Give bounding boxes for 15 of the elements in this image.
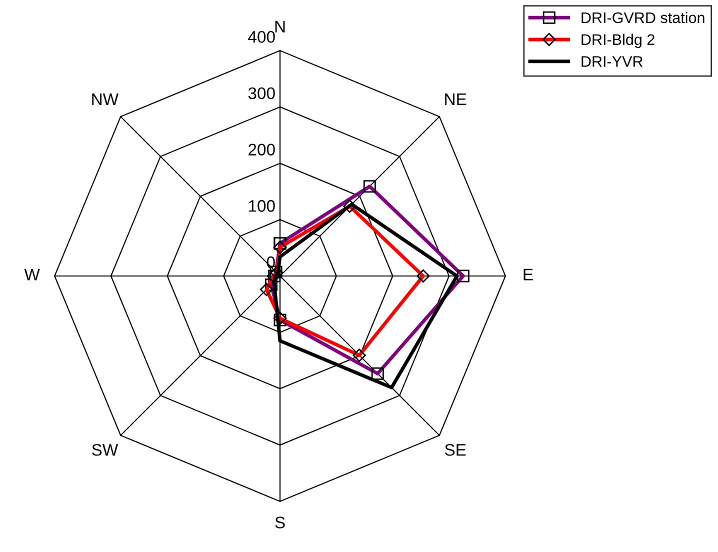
legend-label: DRI-GVRD station — [582, 12, 704, 24]
spoke-label: E — [524, 268, 533, 280]
legend-label: DRI-YVR — [582, 56, 643, 67]
legend-label: DRI-Bldg 2 — [582, 34, 654, 48]
spoke-label: W — [24, 268, 40, 280]
spoke-label: NE — [445, 94, 466, 105]
spoke-label: SE — [444, 444, 466, 456]
spoke-label: SW — [92, 444, 118, 456]
spoke-label: NW — [92, 94, 119, 105]
y-tick-label: 200 — [248, 144, 275, 156]
spoke-label: N — [275, 20, 285, 32]
y-tick-label: 400 — [248, 30, 275, 43]
spoke-label: S — [275, 516, 285, 528]
y-tick-label: 100 — [248, 200, 275, 212]
y-tick-label: 300 — [248, 87, 275, 100]
